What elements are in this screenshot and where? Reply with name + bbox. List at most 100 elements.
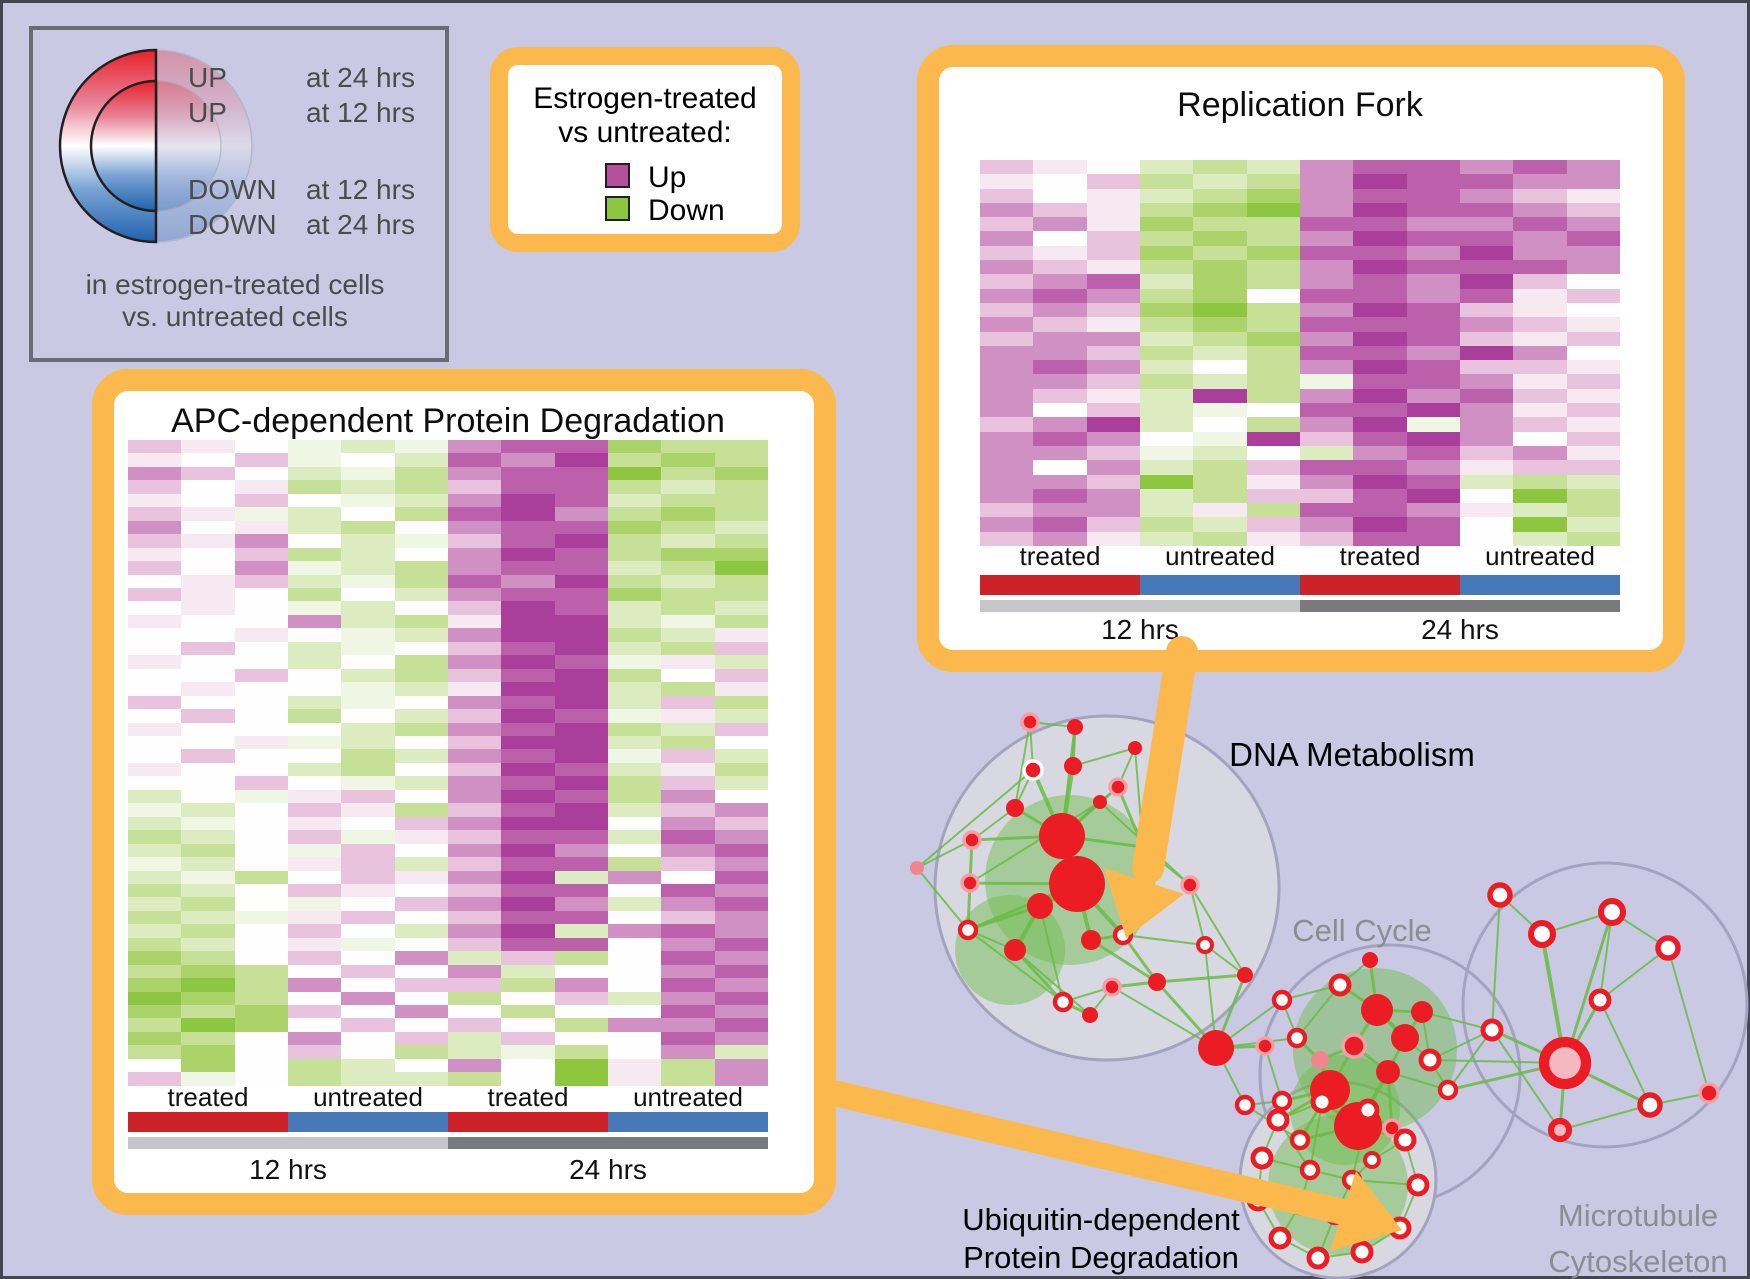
heatmap-cell: [554, 924, 608, 938]
heatmap-cell: [394, 937, 448, 952]
network-edge: [1281, 984, 1341, 1001]
heatmap-cell: [1406, 488, 1460, 504]
heatmap-cell: [661, 951, 715, 965]
heatmap-cell: [607, 668, 662, 683]
heatmap-cell: [607, 1031, 662, 1046]
heatmap-cell: [447, 776, 502, 790]
network-node: [1311, 1051, 1329, 1069]
heatmap-cell: [714, 547, 768, 562]
heatmap-cell: [554, 1058, 608, 1073]
connector-arrow-shaft: [825, 1081, 1365, 1227]
heatmap-cell: [1139, 460, 1194, 475]
heatmap-cell: [980, 503, 1034, 518]
heatmap-cell: [1246, 231, 1300, 246]
heatmap-cell: [501, 964, 555, 979]
heatmap-cell: [1566, 331, 1620, 346]
network-edge: [1403, 1010, 1424, 1040]
heatmap-cell: [1459, 417, 1514, 432]
heatmap-cell: [1139, 474, 1194, 489]
connector-arrow-head: [1330, 1171, 1402, 1251]
heatmap-cell: [287, 507, 342, 521]
heatmap-cell: [447, 857, 502, 871]
heatmap-cell: [607, 507, 662, 521]
heatmap-cell: [234, 440, 288, 454]
network-edge: [1279, 1237, 1319, 1259]
network-edge: [1089, 933, 1125, 942]
network-edge: [1367, 1109, 1406, 1141]
heatmap-cell: [1406, 374, 1460, 389]
network-node: [1299, 1159, 1321, 1181]
network-node: [1198, 1030, 1234, 1066]
heatmap-cell: [1299, 488, 1354, 504]
heatmap-row: [128, 964, 768, 979]
concentric-circle-legend-icon: [58, 48, 253, 244]
heatmap-cell: [501, 816, 555, 831]
heatmap-cell: [128, 910, 182, 925]
ubiquitin-label-line1: Ubiquitin-dependent: [962, 1202, 1240, 1237]
heatmap-cell: [1299, 302, 1354, 318]
heatmap-cell: [1193, 345, 1247, 361]
heatmap-cell: [128, 493, 182, 508]
network-edge: [1490, 1028, 1567, 1065]
heatmap-cell: [501, 466, 555, 481]
heatmap-cell: [1139, 188, 1194, 203]
heatmap-cell: [980, 488, 1034, 504]
network-edge: [1204, 944, 1246, 976]
heatmap-cell: [714, 1045, 768, 1059]
heatmap-cell: [661, 1005, 715, 1019]
network-node: [957, 919, 979, 941]
heatmap-cell: [1086, 217, 1140, 232]
network-edge: [1155, 973, 1247, 984]
heatmap-cell: [128, 924, 182, 938]
heatmap-cell: [181, 547, 235, 562]
heatmap-cell: [501, 857, 555, 871]
heatmap-cell: [1246, 188, 1300, 203]
heatmap-cell: [234, 883, 288, 898]
heatmap-cell: [1033, 417, 1087, 432]
heatmap-cell: [607, 924, 662, 938]
heatmap-cell: [287, 776, 342, 790]
heatmap-cell: [1353, 202, 1407, 218]
heatmap-cell: [394, 978, 448, 992]
heatmap-cell: [1033, 245, 1087, 261]
heatmap-cell: [1246, 174, 1300, 189]
heatmap-cell: [287, 924, 342, 938]
heatmap-cell: [128, 951, 182, 965]
network-edge: [970, 834, 1064, 842]
heatmap-cell: [394, 682, 448, 696]
heatmap-cell: [341, 803, 395, 817]
heatmap-cell: [1406, 460, 1460, 475]
heatmap-cell: [1299, 217, 1354, 232]
heatmap-cell: [447, 614, 502, 629]
heatmap-cell: [128, 534, 182, 548]
heatmap-cell: [1406, 174, 1460, 189]
heatmap-cell: [1513, 174, 1567, 189]
heatmap-cell: [607, 709, 662, 723]
heatmap-cell: [1139, 245, 1194, 261]
heatmap-cell: [287, 682, 342, 696]
heatmap-cell: [1139, 388, 1194, 404]
heatmap-cell: [607, 937, 662, 952]
heatmap-cell: [980, 331, 1034, 346]
legend-footer-line2: vs. untreated cells: [122, 301, 348, 332]
heatmap-cell: [661, 789, 715, 804]
legend-up-24-time: at 24 hrs: [306, 62, 415, 93]
heatmap-cell: [607, 682, 662, 696]
heatmap-cell: [287, 951, 342, 965]
network-edge: [966, 881, 972, 932]
heatmap-cell: [501, 668, 555, 683]
heatmap-cell: [554, 453, 608, 467]
heatmap-cell: [1139, 374, 1194, 389]
heatmap-row: [128, 991, 768, 1006]
heatmap-cell: [181, 695, 235, 710]
heatmap-cell: [341, 924, 395, 938]
heatmap-cell: [501, 789, 555, 804]
network-node: [1411, 1001, 1433, 1023]
heatmap-cell: [714, 789, 768, 804]
network-edge: [1039, 905, 1064, 1003]
heatmap-row: [980, 174, 1620, 189]
network-edge: [1356, 1124, 1394, 1130]
heatmap-cell: [341, 534, 395, 548]
network-node: [1406, 1173, 1430, 1197]
heatmap-cell: [1513, 531, 1567, 547]
